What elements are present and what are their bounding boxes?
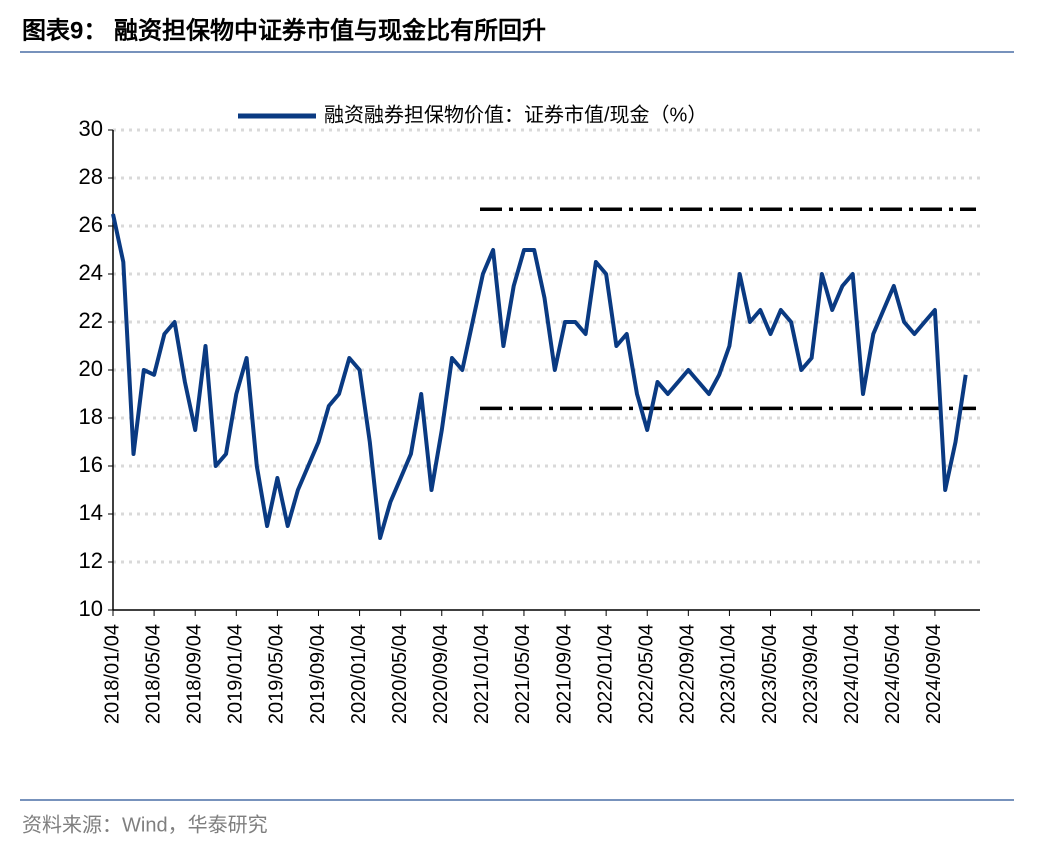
x-tick-label: 2020/01/04 xyxy=(348,624,370,724)
x-tick-label: 2021/01/04 xyxy=(471,624,493,724)
legend-label: 融资融券担保物价值：证券市值/现金（%） xyxy=(324,103,707,126)
y-tick-label: 10 xyxy=(79,596,103,621)
y-tick-label: 30 xyxy=(79,116,103,141)
y-tick-label: 14 xyxy=(79,500,103,525)
x-tick-label: 2020/05/04 xyxy=(389,624,411,724)
y-tick-label: 24 xyxy=(79,260,103,285)
x-tick-label: 2018/09/04 xyxy=(183,624,205,724)
x-tick-label: 2023/05/04 xyxy=(759,624,781,724)
x-tick-label: 2018/05/04 xyxy=(142,624,164,724)
y-tick-label: 16 xyxy=(79,452,103,477)
x-tick-label: 2024/09/04 xyxy=(923,624,945,724)
y-tick-label: 22 xyxy=(79,308,103,333)
x-tick-label: 2019/05/04 xyxy=(266,624,288,724)
x-tick-label: 2024/01/04 xyxy=(841,624,863,724)
x-tick-label: 2022/05/04 xyxy=(636,624,658,724)
series-line xyxy=(111,213,968,540)
x-tick-label: 2021/09/04 xyxy=(553,624,575,724)
y-tick-label: 26 xyxy=(79,212,103,237)
x-tick-label: 2022/01/04 xyxy=(594,624,616,724)
x-tick-label: 2021/05/04 xyxy=(512,624,534,724)
x-tick-label: 2018/01/04 xyxy=(101,624,123,724)
chart-title: 图表9： 融资担保物中证券市值与现金比有所回升 xyxy=(22,16,546,44)
source: 资料来源：Wind，华泰研究 xyxy=(22,813,268,836)
y-tick-label: 20 xyxy=(79,356,103,381)
x-tick-label: 2023/01/04 xyxy=(718,624,740,724)
x-tick-label: 2024/05/04 xyxy=(882,624,904,724)
x-tick-label: 2019/01/04 xyxy=(225,624,247,724)
x-tick-label: 2023/09/04 xyxy=(800,624,822,724)
x-tick-label: 2020/09/04 xyxy=(430,624,452,724)
y-tick-label: 12 xyxy=(79,548,103,573)
y-tick-label: 28 xyxy=(79,164,103,189)
x-tick-label: 2022/09/04 xyxy=(677,624,699,724)
y-tick-label: 18 xyxy=(79,404,103,429)
x-tick-label: 2019/09/04 xyxy=(307,624,329,724)
